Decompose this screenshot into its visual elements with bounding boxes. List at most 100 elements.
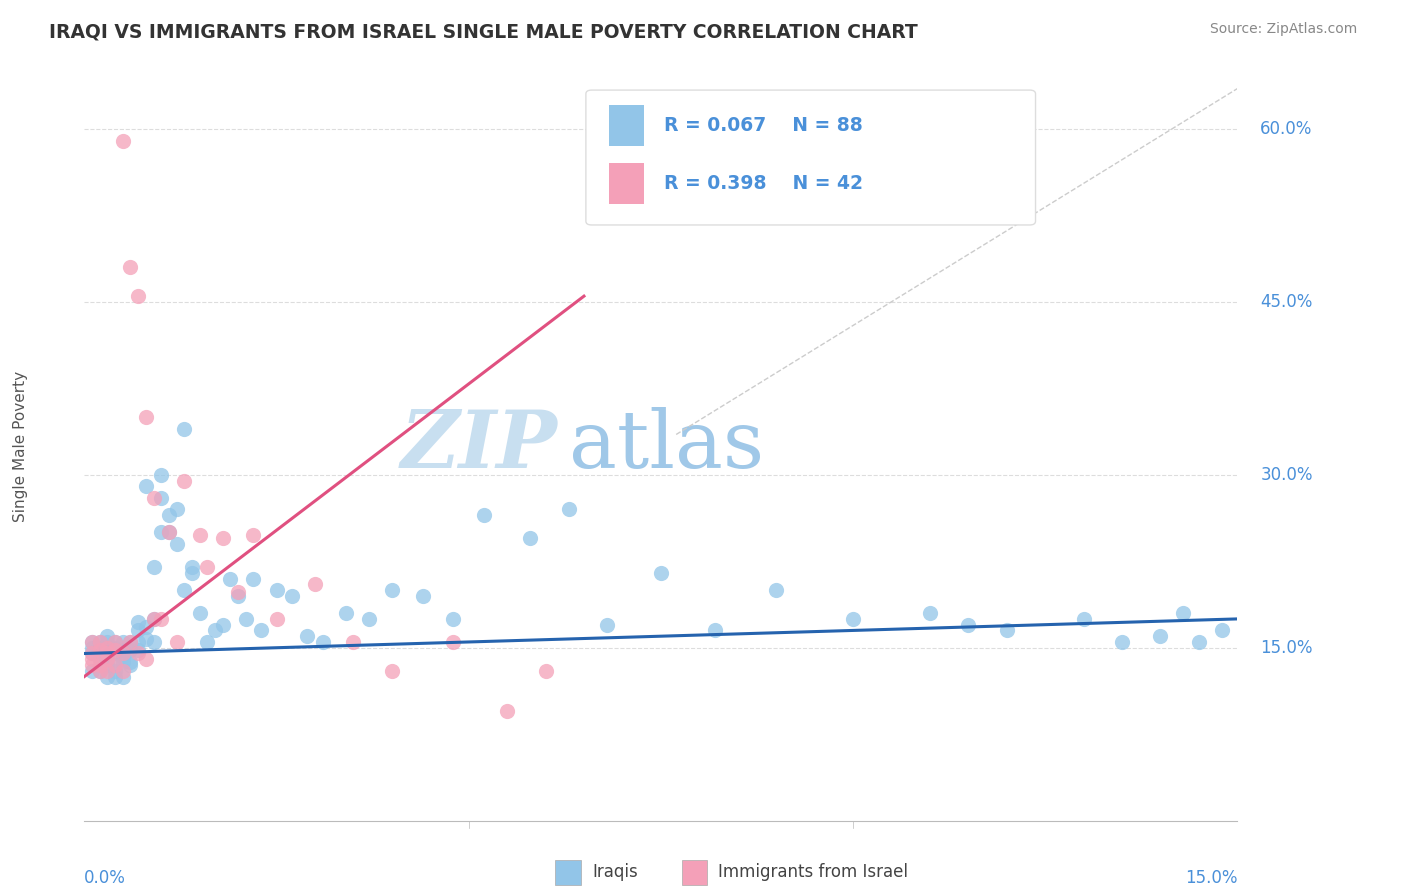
Point: [104, 669, 127, 683]
Point: [96, 649, 118, 664]
Point: [96, 652, 118, 666]
Point: [519, 531, 541, 545]
Text: 15.0%: 15.0%: [1185, 869, 1237, 887]
Text: Source: ZipAtlas.com: Source: ZipAtlas.com: [1209, 22, 1357, 37]
Point: [150, 491, 173, 505]
Point: [120, 635, 142, 649]
Point: [120, 635, 142, 649]
Point: [111, 643, 134, 657]
Text: IRAQI VS IMMIGRANTS FROM ISRAEL SINGLE MALE POVERTY CORRELATION CHART: IRAQI VS IMMIGRANTS FROM ISRAEL SINGLE M…: [49, 22, 918, 41]
Text: 60.0%: 60.0%: [1260, 120, 1313, 138]
Point: [1073, 612, 1095, 626]
Point: [135, 410, 157, 425]
Point: [104, 647, 127, 661]
Point: [142, 635, 165, 649]
Point: [80, 635, 103, 649]
Point: [204, 624, 226, 638]
Text: R = 0.067    N = 88: R = 0.067 N = 88: [664, 116, 863, 135]
Point: [127, 289, 149, 303]
Point: [135, 620, 157, 634]
Point: [357, 612, 380, 626]
Point: [80, 640, 103, 655]
Point: [80, 652, 103, 666]
Point: [89, 635, 111, 649]
Point: [242, 572, 264, 586]
Point: [96, 635, 118, 649]
Point: [96, 647, 118, 661]
Text: R = 0.398    N = 42: R = 0.398 N = 42: [664, 174, 863, 194]
Point: [157, 525, 180, 540]
Point: [104, 635, 127, 649]
Text: 15.0%: 15.0%: [1260, 639, 1313, 657]
Point: [142, 612, 165, 626]
Point: [472, 508, 495, 523]
Point: [104, 643, 127, 657]
Point: [111, 669, 134, 683]
Point: [120, 658, 142, 673]
Point: [995, 624, 1018, 638]
Point: [557, 502, 579, 516]
Point: [166, 537, 188, 551]
Point: [104, 658, 127, 673]
Point: [226, 585, 249, 599]
Point: [188, 528, 211, 542]
Point: [127, 635, 149, 649]
Point: [111, 635, 134, 649]
Point: [104, 635, 127, 649]
Point: [127, 647, 149, 661]
Point: [96, 658, 118, 673]
Point: [80, 658, 103, 673]
Point: [157, 525, 180, 540]
Point: [96, 640, 118, 655]
FancyBboxPatch shape: [609, 163, 644, 204]
Point: [111, 647, 134, 661]
Point: [342, 635, 364, 649]
Point: [195, 635, 218, 649]
Point: [89, 664, 111, 678]
Point: [297, 629, 319, 643]
Point: [226, 589, 249, 603]
Point: [173, 583, 195, 598]
Point: [219, 572, 242, 586]
Point: [335, 606, 357, 620]
Point: [1111, 635, 1133, 649]
Point: [89, 647, 111, 661]
Text: Iraqis: Iraqis: [592, 863, 638, 881]
Point: [381, 664, 404, 678]
Point: [135, 652, 157, 666]
Point: [89, 658, 111, 673]
Text: 0.0%: 0.0%: [84, 869, 127, 887]
Point: [127, 615, 149, 630]
Point: [195, 560, 218, 574]
Point: [80, 647, 103, 661]
Text: Immigrants from Israel: Immigrants from Israel: [718, 863, 908, 881]
Point: [111, 664, 134, 678]
Point: [166, 635, 188, 649]
Point: [89, 643, 111, 657]
Point: [441, 612, 464, 626]
Point: [89, 640, 111, 655]
Text: Single Male Poverty: Single Male Poverty: [14, 370, 28, 522]
Point: [104, 658, 127, 673]
FancyBboxPatch shape: [609, 104, 644, 146]
Point: [111, 643, 134, 657]
Point: [173, 422, 195, 436]
Point: [496, 704, 519, 718]
Point: [150, 525, 173, 540]
Point: [104, 664, 127, 678]
Point: [242, 528, 264, 542]
Text: atlas: atlas: [568, 407, 763, 485]
Point: [765, 583, 787, 598]
Point: [150, 467, 173, 482]
Point: [80, 635, 103, 649]
Point: [120, 643, 142, 657]
Text: ZIP: ZIP: [401, 408, 557, 484]
Point: [89, 635, 111, 649]
Point: [96, 652, 118, 666]
Point: [111, 649, 134, 664]
Point: [127, 624, 149, 638]
Point: [957, 617, 980, 632]
Point: [266, 583, 288, 598]
Point: [173, 474, 195, 488]
Point: [1149, 629, 1171, 643]
